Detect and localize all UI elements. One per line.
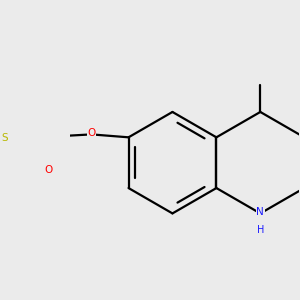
Text: O: O <box>44 164 53 175</box>
Text: O: O <box>87 128 96 138</box>
Text: H: H <box>256 225 264 235</box>
Text: S: S <box>2 133 8 143</box>
Text: N: N <box>256 207 264 218</box>
